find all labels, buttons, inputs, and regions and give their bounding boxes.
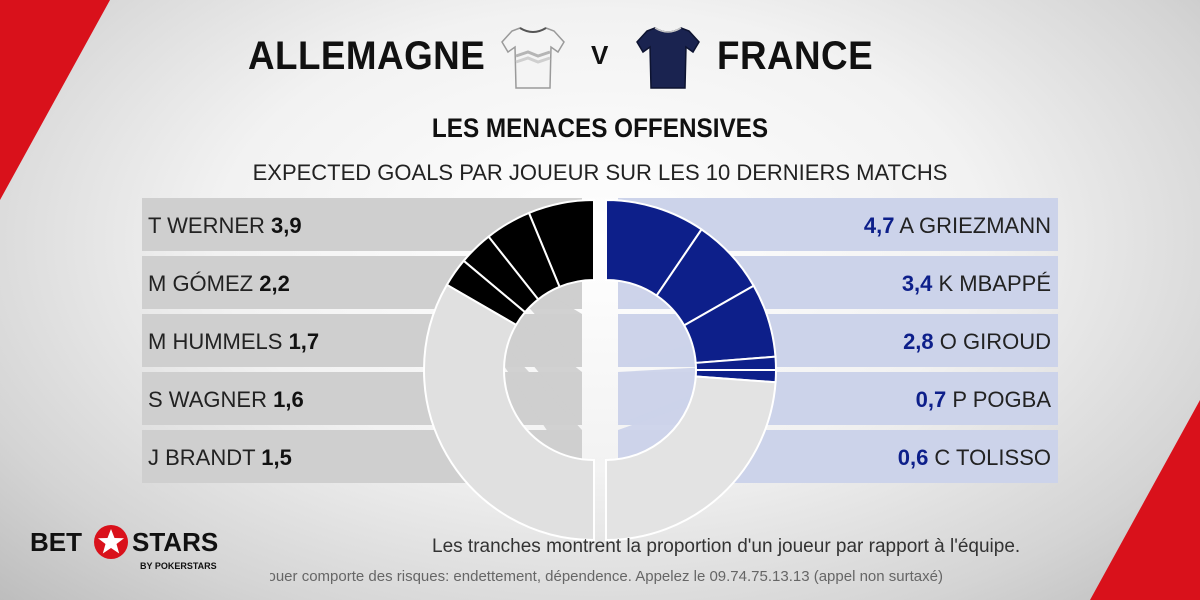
germany-player-value: 3,9	[271, 213, 302, 238]
germany-player-label: T WERNER 3,9	[148, 213, 302, 238]
france-player-name: C TOLISSO	[928, 445, 1051, 470]
germany-remainder-slice	[423, 283, 595, 542]
france-shirt-icon	[636, 27, 700, 89]
france-player-label: 0,7 P POGBA	[916, 387, 1052, 412]
france-player-value: 0,7	[916, 387, 947, 412]
france-player-value: 4,7	[864, 213, 895, 238]
legal-disclaimer: Jouer comporte des risques: endettement,…	[270, 568, 1045, 585]
chart-subtitle: EXPECTED GOALS PAR JOUEUR SUR LES 10 DER…	[252, 160, 948, 185]
france-player-name: K MBAPPÉ	[932, 271, 1051, 296]
france-player-label: 4,7 A GRIEZMANN	[864, 213, 1051, 238]
france-player-label: 0,6 C TOLISSO	[898, 445, 1051, 470]
france-player-value: 2,8	[903, 329, 934, 354]
germany-player-value: 1,7	[289, 329, 320, 354]
france-player-value: 3,4	[902, 271, 933, 296]
versus-label: V	[591, 40, 609, 70]
germany-player-name: M GÓMEZ	[148, 271, 259, 296]
team-left-name: ALLEMAGNE	[248, 34, 486, 78]
germany-player-label: J BRANDT 1,5	[148, 445, 292, 470]
germany-shirt-icon	[501, 27, 565, 89]
logo-stars-text: STARS	[132, 527, 219, 557]
france-player-name: A GRIEZMANN	[895, 213, 1051, 238]
germany-player-value: 2,2	[259, 271, 290, 296]
left-connector	[459, 275, 582, 425]
disclaimer-text: Jouer comporte des risques: endettement,…	[270, 568, 943, 585]
star-icon	[94, 525, 128, 559]
germany-player-name: S WAGNER	[148, 387, 273, 412]
germany-player-label: S WAGNER 1,6	[148, 387, 304, 412]
france-player-value: 0,6	[898, 445, 929, 470]
chart-title: LES MENACES OFFENSIVES	[431, 113, 769, 143]
germany-player-value: 1,6	[273, 387, 304, 412]
logo-subtext: BY POKERSTARS	[140, 561, 217, 571]
germany-player-name: T WERNER	[148, 213, 271, 238]
germany-player-label: M GÓMEZ 2,2	[148, 271, 290, 296]
chart-caption: Les tranches montrent la proportion d'un…	[432, 536, 1021, 557]
france-player-label: 3,4 K MBAPPÉ	[902, 271, 1051, 296]
france-remainder-slice	[605, 375, 777, 542]
germany-player-name: M HUMMELS	[148, 329, 289, 354]
france-player-name: P POGBA	[946, 387, 1051, 412]
france-player-label: 2,8 O GIROUD	[903, 329, 1051, 354]
germany-player-label: M HUMMELS 1,7	[148, 329, 319, 354]
germany-player-value: 1,5	[261, 445, 292, 470]
team-right-name: FRANCE	[717, 34, 874, 78]
germany-player-name: J BRANDT	[148, 445, 261, 470]
france-player-name: O GIROUD	[934, 329, 1051, 354]
logo-bet-text: BET	[30, 527, 82, 557]
